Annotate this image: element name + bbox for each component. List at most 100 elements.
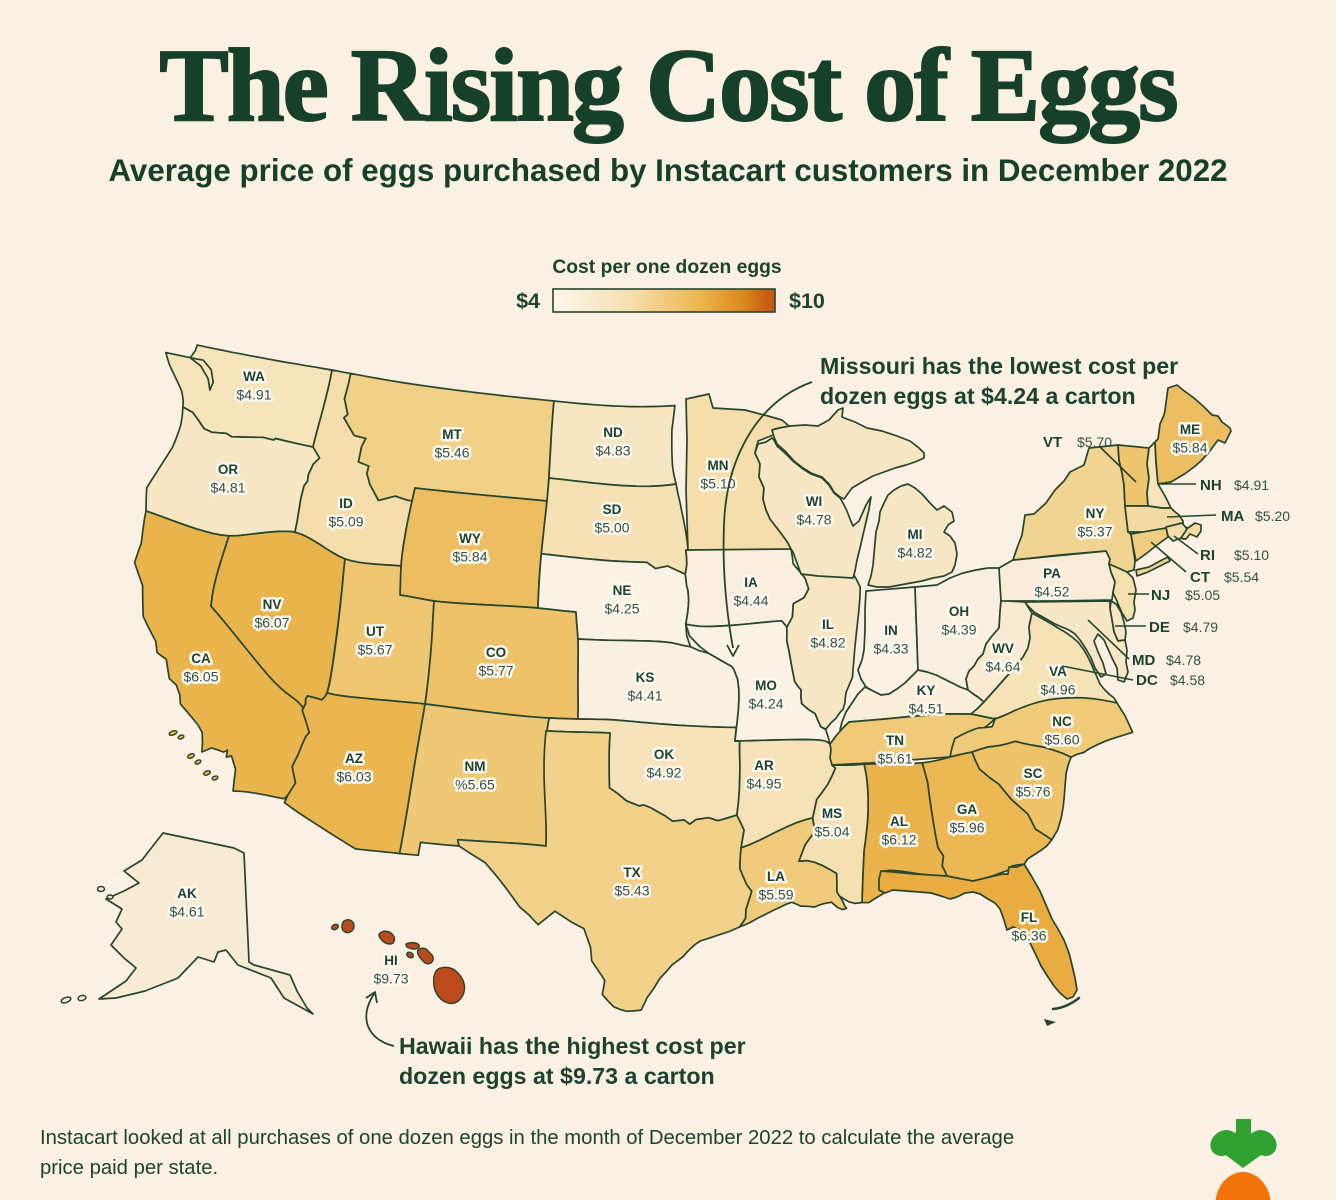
svg-text:$4.96: $4.96: [1040, 682, 1075, 698]
svg-text:AL: AL: [890, 814, 908, 829]
svg-text:CT: CT: [1190, 569, 1210, 586]
svg-text:OK: OK: [654, 747, 675, 762]
svg-text:IA: IA: [744, 575, 758, 590]
svg-text:$4.83: $4.83: [595, 443, 630, 459]
svg-text:$5.43: $5.43: [614, 883, 649, 899]
svg-text:WY: WY: [459, 531, 481, 546]
svg-text:TX: TX: [623, 865, 640, 880]
svg-text:DE: DE: [1149, 619, 1170, 636]
svg-text:$5.59: $5.59: [758, 887, 793, 903]
svg-text:MD: MD: [1132, 652, 1155, 669]
svg-text:UT: UT: [366, 624, 385, 639]
svg-text:VT: VT: [1043, 434, 1062, 451]
svg-text:Instacart looked at all purcha: Instacart looked at all purchases of one…: [40, 1127, 1014, 1149]
svg-text:$4.41: $4.41: [627, 688, 662, 704]
svg-text:MT: MT: [442, 427, 462, 442]
svg-text:$5.60: $5.60: [1044, 732, 1079, 748]
svg-text:$4.78: $4.78: [1166, 652, 1201, 668]
svg-text:$9.73: $9.73: [373, 971, 408, 987]
svg-text:AR: AR: [754, 758, 774, 773]
svg-text:$4.64: $4.64: [985, 659, 1020, 675]
svg-text:$5.00: $5.00: [594, 520, 629, 536]
svg-text:$6.05: $6.05: [183, 669, 218, 685]
svg-text:CO: CO: [486, 645, 506, 660]
svg-text:$4.82: $4.82: [897, 545, 932, 561]
svg-text:AK: AK: [177, 886, 197, 901]
svg-text:$4.79: $4.79: [1183, 619, 1218, 635]
svg-text:OR: OR: [218, 462, 239, 477]
svg-text:$6.03: $6.03: [336, 769, 371, 785]
svg-text:$4.52: $4.52: [1034, 584, 1069, 600]
svg-text:$5.05: $5.05: [1185, 587, 1220, 603]
svg-text:$5.76: $5.76: [1015, 784, 1050, 800]
svg-text:$5.54: $5.54: [1224, 569, 1259, 585]
svg-text:$5.70: $5.70: [1077, 434, 1112, 450]
svg-text:OH: OH: [949, 604, 969, 619]
svg-text:GA: GA: [957, 802, 978, 817]
svg-text:TN: TN: [886, 733, 904, 748]
svg-text:$4.25: $4.25: [604, 601, 639, 617]
svg-text:MA: MA: [1221, 508, 1244, 525]
svg-text:$5.67: $5.67: [357, 642, 392, 658]
svg-text:KS: KS: [636, 670, 655, 685]
svg-text:Average price of eggs purchase: Average price of eggs purchased by Insta…: [108, 153, 1227, 188]
svg-text:$4.51: $4.51: [908, 701, 943, 717]
svg-text:NV: NV: [263, 597, 282, 612]
svg-text:$5.10: $5.10: [1234, 547, 1269, 563]
svg-text:$4.44: $4.44: [733, 593, 768, 609]
svg-text:Missouri has the lowest cost p: Missouri has the lowest cost per: [820, 353, 1178, 379]
svg-text:WA: WA: [243, 369, 265, 384]
svg-text:RI: RI: [1200, 547, 1215, 564]
svg-text:The Rising Cost of Eggs: The Rising Cost of Eggs: [159, 28, 1176, 143]
svg-text:$5.20: $5.20: [1255, 508, 1290, 524]
svg-text:WI: WI: [806, 494, 823, 509]
svg-text:$5.77: $5.77: [478, 663, 513, 679]
svg-text:$4.81: $4.81: [210, 480, 245, 496]
svg-text:PA: PA: [1043, 566, 1061, 581]
svg-text:$4.82: $4.82: [810, 635, 845, 651]
svg-text:SD: SD: [603, 502, 622, 517]
svg-text:$5.46: $5.46: [434, 445, 469, 461]
svg-text:NC: NC: [1052, 714, 1072, 729]
svg-text:$4: $4: [516, 289, 540, 313]
svg-text:MN: MN: [708, 458, 729, 473]
svg-text:%5.65: %5.65: [455, 777, 495, 793]
svg-text:ID: ID: [339, 496, 353, 511]
svg-text:$5.37: $5.37: [1077, 524, 1112, 540]
svg-text:AZ: AZ: [345, 751, 363, 766]
svg-text:ME: ME: [1180, 422, 1200, 437]
svg-text:FL: FL: [1021, 910, 1038, 925]
svg-text:Hawaii has the highest cost pe: Hawaii has the highest cost per: [399, 1033, 746, 1059]
svg-text:MI: MI: [908, 527, 923, 542]
svg-text:IN: IN: [884, 623, 898, 638]
svg-text:dozen eggs at $4.24 a carton: dozen eggs at $4.24 a carton: [820, 383, 1136, 409]
svg-text:$5.84: $5.84: [1172, 440, 1207, 456]
svg-text:$5.96: $5.96: [949, 820, 984, 836]
svg-text:$6.07: $6.07: [254, 615, 289, 631]
svg-text:$4.33: $4.33: [873, 641, 908, 657]
svg-text:$6.12: $6.12: [881, 832, 916, 848]
svg-text:$4.24: $4.24: [748, 696, 783, 712]
svg-text:IL: IL: [822, 617, 834, 632]
svg-text:$10: $10: [789, 289, 825, 313]
svg-text:$5.04: $5.04: [814, 824, 849, 840]
svg-text:$4.61: $4.61: [169, 904, 204, 920]
svg-text:MS: MS: [822, 806, 842, 821]
svg-text:dozen eggs at $9.73 a carton: dozen eggs at $9.73 a carton: [399, 1063, 715, 1089]
svg-text:NE: NE: [613, 583, 632, 598]
svg-text:$5.84: $5.84: [452, 549, 487, 565]
svg-text:Cost per one dozen eggs: Cost per one dozen eggs: [552, 257, 781, 278]
svg-text:NY: NY: [1086, 506, 1105, 521]
svg-text:$4.39: $4.39: [941, 622, 976, 638]
svg-text:$6.36: $6.36: [1011, 928, 1046, 944]
svg-text:$4.91: $4.91: [1234, 477, 1269, 493]
svg-text:$5.09: $5.09: [328, 514, 363, 530]
svg-text:CA: CA: [191, 651, 211, 666]
svg-text:LA: LA: [767, 869, 785, 884]
svg-text:$4.91: $4.91: [236, 387, 271, 403]
svg-text:$4.78: $4.78: [796, 512, 831, 528]
svg-text:KY: KY: [917, 683, 936, 698]
svg-text:MO: MO: [755, 678, 777, 693]
svg-text:DC: DC: [1136, 672, 1158, 689]
svg-text:$4.58: $4.58: [1170, 672, 1205, 688]
